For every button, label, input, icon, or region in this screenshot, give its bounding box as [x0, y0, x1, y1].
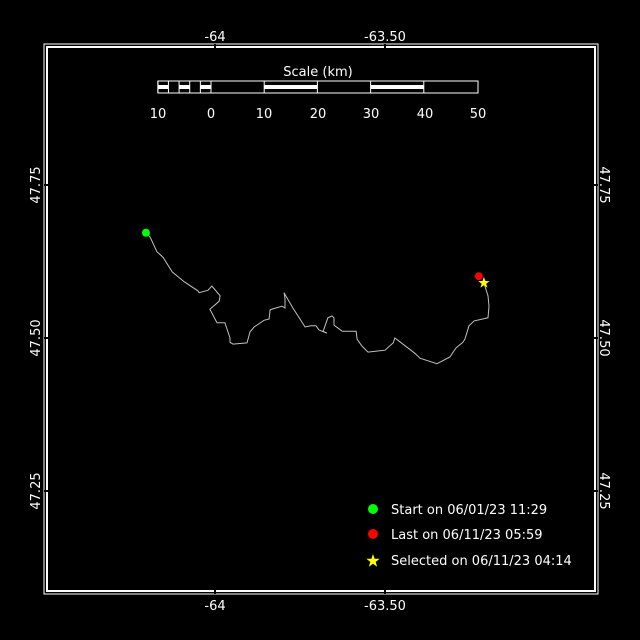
scale-label: 40 — [417, 107, 434, 122]
legend-start-icon — [368, 504, 378, 514]
scale-bar: Scale (km) 10 0 10 20 30 40 50 — [150, 65, 487, 122]
scale-title: Scale (km) — [283, 65, 352, 80]
legend: Start on 06/01/23 11:29 Last on 06/11/23… — [366, 503, 572, 569]
scale-segment — [179, 85, 190, 89]
x-tick-label-top: -64 — [204, 30, 225, 45]
axis-ticks: -64 -64 -63.50 -63.50 47.75 47.75 47.50 47.50 47… — [29, 30, 611, 614]
track-line — [145, 232, 490, 365]
scale-label: 10 — [150, 107, 167, 122]
legend-last-icon — [368, 529, 378, 539]
scale-segment — [157, 85, 169, 89]
y-tick-label-right: 47.25 — [596, 472, 611, 509]
y-tick-label-left: 47.25 — [29, 472, 44, 509]
y-tick-label-left: 47.50 — [29, 319, 44, 356]
scale-label: 30 — [363, 107, 380, 122]
legend-last: Last on 06/11/23 05:59 — [391, 528, 543, 543]
start-marker — [141, 228, 150, 237]
scale-segment — [370, 85, 424, 89]
y-tick-label-right: 47.75 — [596, 166, 611, 203]
x-tick-label-bottom: -63.50 — [364, 599, 406, 614]
y-tick-label-right: 47.50 — [596, 319, 611, 356]
x-tick-label-top: -63.50 — [364, 30, 406, 45]
legend-selected: Selected on 06/11/23 04:14 — [391, 554, 572, 569]
selected-star-marker — [478, 276, 490, 288]
y-tick-label-left: 47.75 — [29, 166, 44, 203]
legend-start: Start on 06/01/23 11:29 — [391, 503, 547, 518]
scale-segment — [200, 85, 211, 89]
scale-label: 10 — [256, 107, 273, 122]
legend-selected-star-icon — [366, 554, 380, 567]
scale-label: 0 — [207, 107, 215, 122]
last-marker — [474, 272, 483, 281]
scale-label: 20 — [310, 107, 327, 122]
x-tick-label-bottom: -64 — [204, 599, 225, 614]
scale-segment — [264, 85, 318, 89]
frame — [43, 43, 599, 595]
scale-label: 50 — [470, 107, 487, 122]
